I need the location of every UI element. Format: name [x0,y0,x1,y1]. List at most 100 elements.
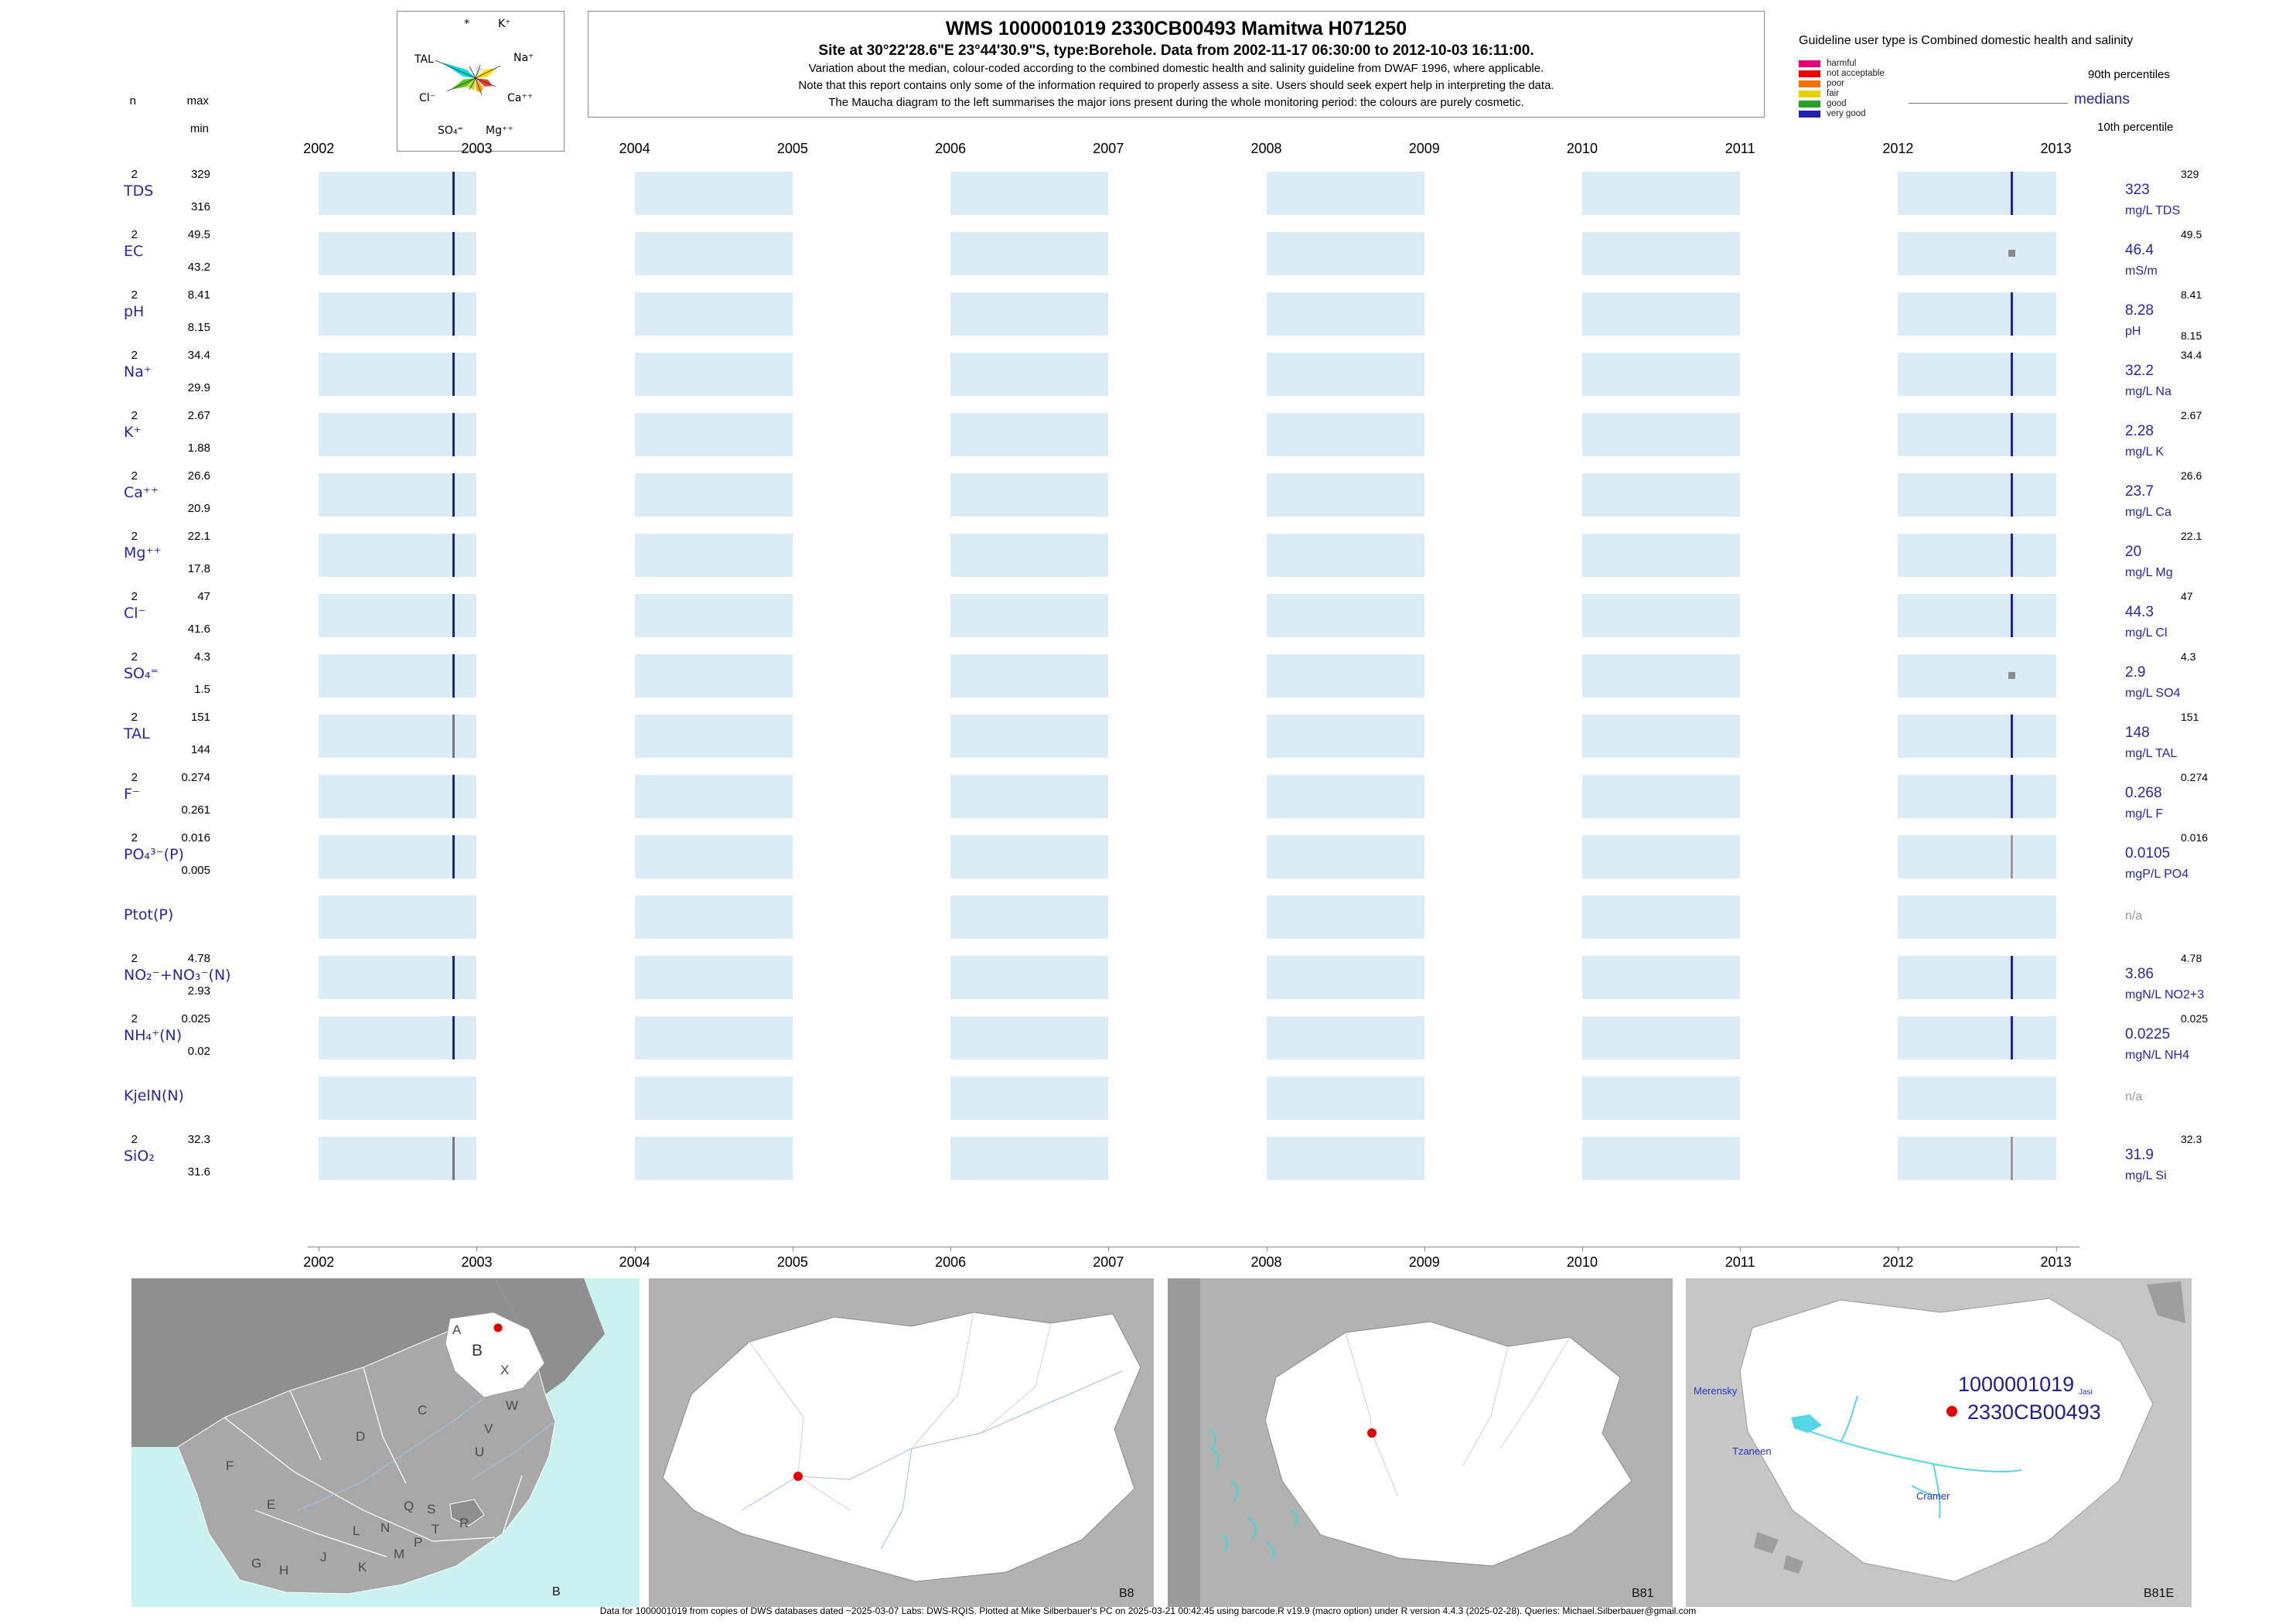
p10-value-pH: 8.15 [2181,329,2202,342]
col-header-max: max [186,94,209,107]
legend-10th-percentile: 10th percentile [2097,121,2174,134]
no-data-label-Ptot: n/a [2125,909,2143,923]
year-band [1581,835,1741,879]
year-label-top-2009: 2009 [1408,141,1440,156]
year-band [319,956,477,999]
sample-mark-Ca [452,473,455,517]
year-band [950,654,1109,698]
min-value-pH: 8.15 [187,321,210,334]
year-band [634,172,793,215]
max-value-NH4: 0.025 [181,1012,210,1025]
legend-90th-percentiles: 90th percentiles [2088,68,2170,81]
region-letters: A B X C W D V U F E L N Q S T R P M K J … [226,1322,518,1578]
year-band [319,413,477,456]
drainage-region-borders [223,1366,523,1557]
year-band [1898,594,2056,637]
guideline-title: Guideline user type is Combined domestic… [1799,34,2134,47]
year-label-bottom-2006: 2006 [935,1254,967,1270]
sample-mark-F [2011,775,2014,818]
site-id-label: 1000001019 [1958,1373,2074,1396]
legend-class-label-0: harmful [1827,59,1857,68]
median-value-Ca: 23.7 [2125,483,2154,500]
sample-mark-Na [2011,353,2014,396]
p90-value-K: 2.67 [2181,409,2202,421]
svg-text:N: N [380,1520,390,1535]
year-band [1581,292,1741,336]
year-label-top-2010: 2010 [1566,141,1598,156]
svg-text:S: S [427,1502,435,1517]
catchment-b81-outline [1264,1321,1632,1567]
year-band [1581,1076,1741,1120]
p90-value-F: 0.274 [2181,771,2209,783]
sample-mark-NH4 [452,1016,455,1059]
sample-mark-K [2011,413,2014,456]
year-band [1266,353,1424,396]
sample-mark-NO2NO3 [2011,956,2014,999]
year-band [319,835,477,879]
lesotho [449,1499,485,1527]
year-band [1581,896,1741,939]
param-label-SO4: SO₄⁼ [124,665,159,682]
report-note-2: Note that this report contains only some… [798,79,1554,92]
year-band [950,1137,1109,1180]
svg-text:D: D [356,1429,365,1444]
year-band [1898,654,2056,698]
n-count-NH4: 2 [131,1012,138,1025]
year-band [1266,172,1424,215]
strip-TDS [307,172,2080,215]
legend-medians: medians [2074,91,2130,107]
median-value-pH: 8.28 [2125,302,2154,319]
panel-label-b8: B8 [1119,1587,1134,1600]
legend-class-swatch-2 [1799,80,1820,87]
year-label-bottom-2005: 2005 [776,1254,808,1270]
year-band [319,292,477,336]
year-band [319,1137,477,1180]
year-band [634,292,793,336]
param-label-Ptot: Ptot(P) [124,906,174,923]
strip-Ptot [307,896,2080,939]
neighbour-countries [131,1278,534,1447]
year-band [1581,956,1741,999]
param-label-Cl: Cl⁻ [124,605,146,622]
year-band [319,1076,477,1120]
year-band [634,654,793,698]
max-value-TDS: 329 [190,168,210,181]
year-band [1581,1137,1741,1180]
svg-text:W: W [506,1398,518,1413]
year-band [319,353,477,396]
max-value-Ca: 26.6 [187,469,210,483]
svg-text:B: B [472,1342,483,1360]
year-band [634,896,793,939]
min-value-Cl: 41.6 [187,623,210,636]
year-band [634,775,793,818]
year-band [634,715,793,758]
year-band [319,473,477,517]
catchment-b81e-outline [1739,1298,2154,1582]
strip-Mg [307,534,2080,577]
legend-class-label-1: not acceptable [1827,69,1885,78]
max-value-SiO2: 32.3 [187,1133,210,1146]
n-count-K: 2 [131,409,138,422]
strip-NH4 [307,1016,2080,1059]
year-band [634,353,793,396]
year-band [950,473,1109,517]
p90-value-NO2NO3: 4.78 [2181,952,2202,964]
maucha-label-star: * [464,18,469,30]
param-label-SiO2: SiO₂ [124,1148,155,1165]
footer-provenance: Data for 1000001019 from copies of DWS d… [599,1605,1697,1616]
maucha-star [435,60,501,96]
year-band [1581,473,1741,517]
maucha-label-k: K⁺ [498,18,511,30]
legend-class-label-2: poor [1827,79,1845,88]
map-south-africa: A B X C W D V U F E L N Q S T R P M K J … [131,1278,640,1607]
min-value-K: 1.88 [187,442,210,455]
svg-text:T: T [432,1522,439,1537]
legend-class-label-5: very good [1827,109,1866,118]
min-value-Ca: 20.9 [187,502,210,515]
year-band [634,1076,793,1120]
sample-mark-PO4 [452,835,455,879]
sample-mark-TAL [2011,715,2014,758]
year-band [634,473,793,517]
legend-class-swatch-1 [1799,70,1820,77]
strip-TAL [307,715,2080,758]
